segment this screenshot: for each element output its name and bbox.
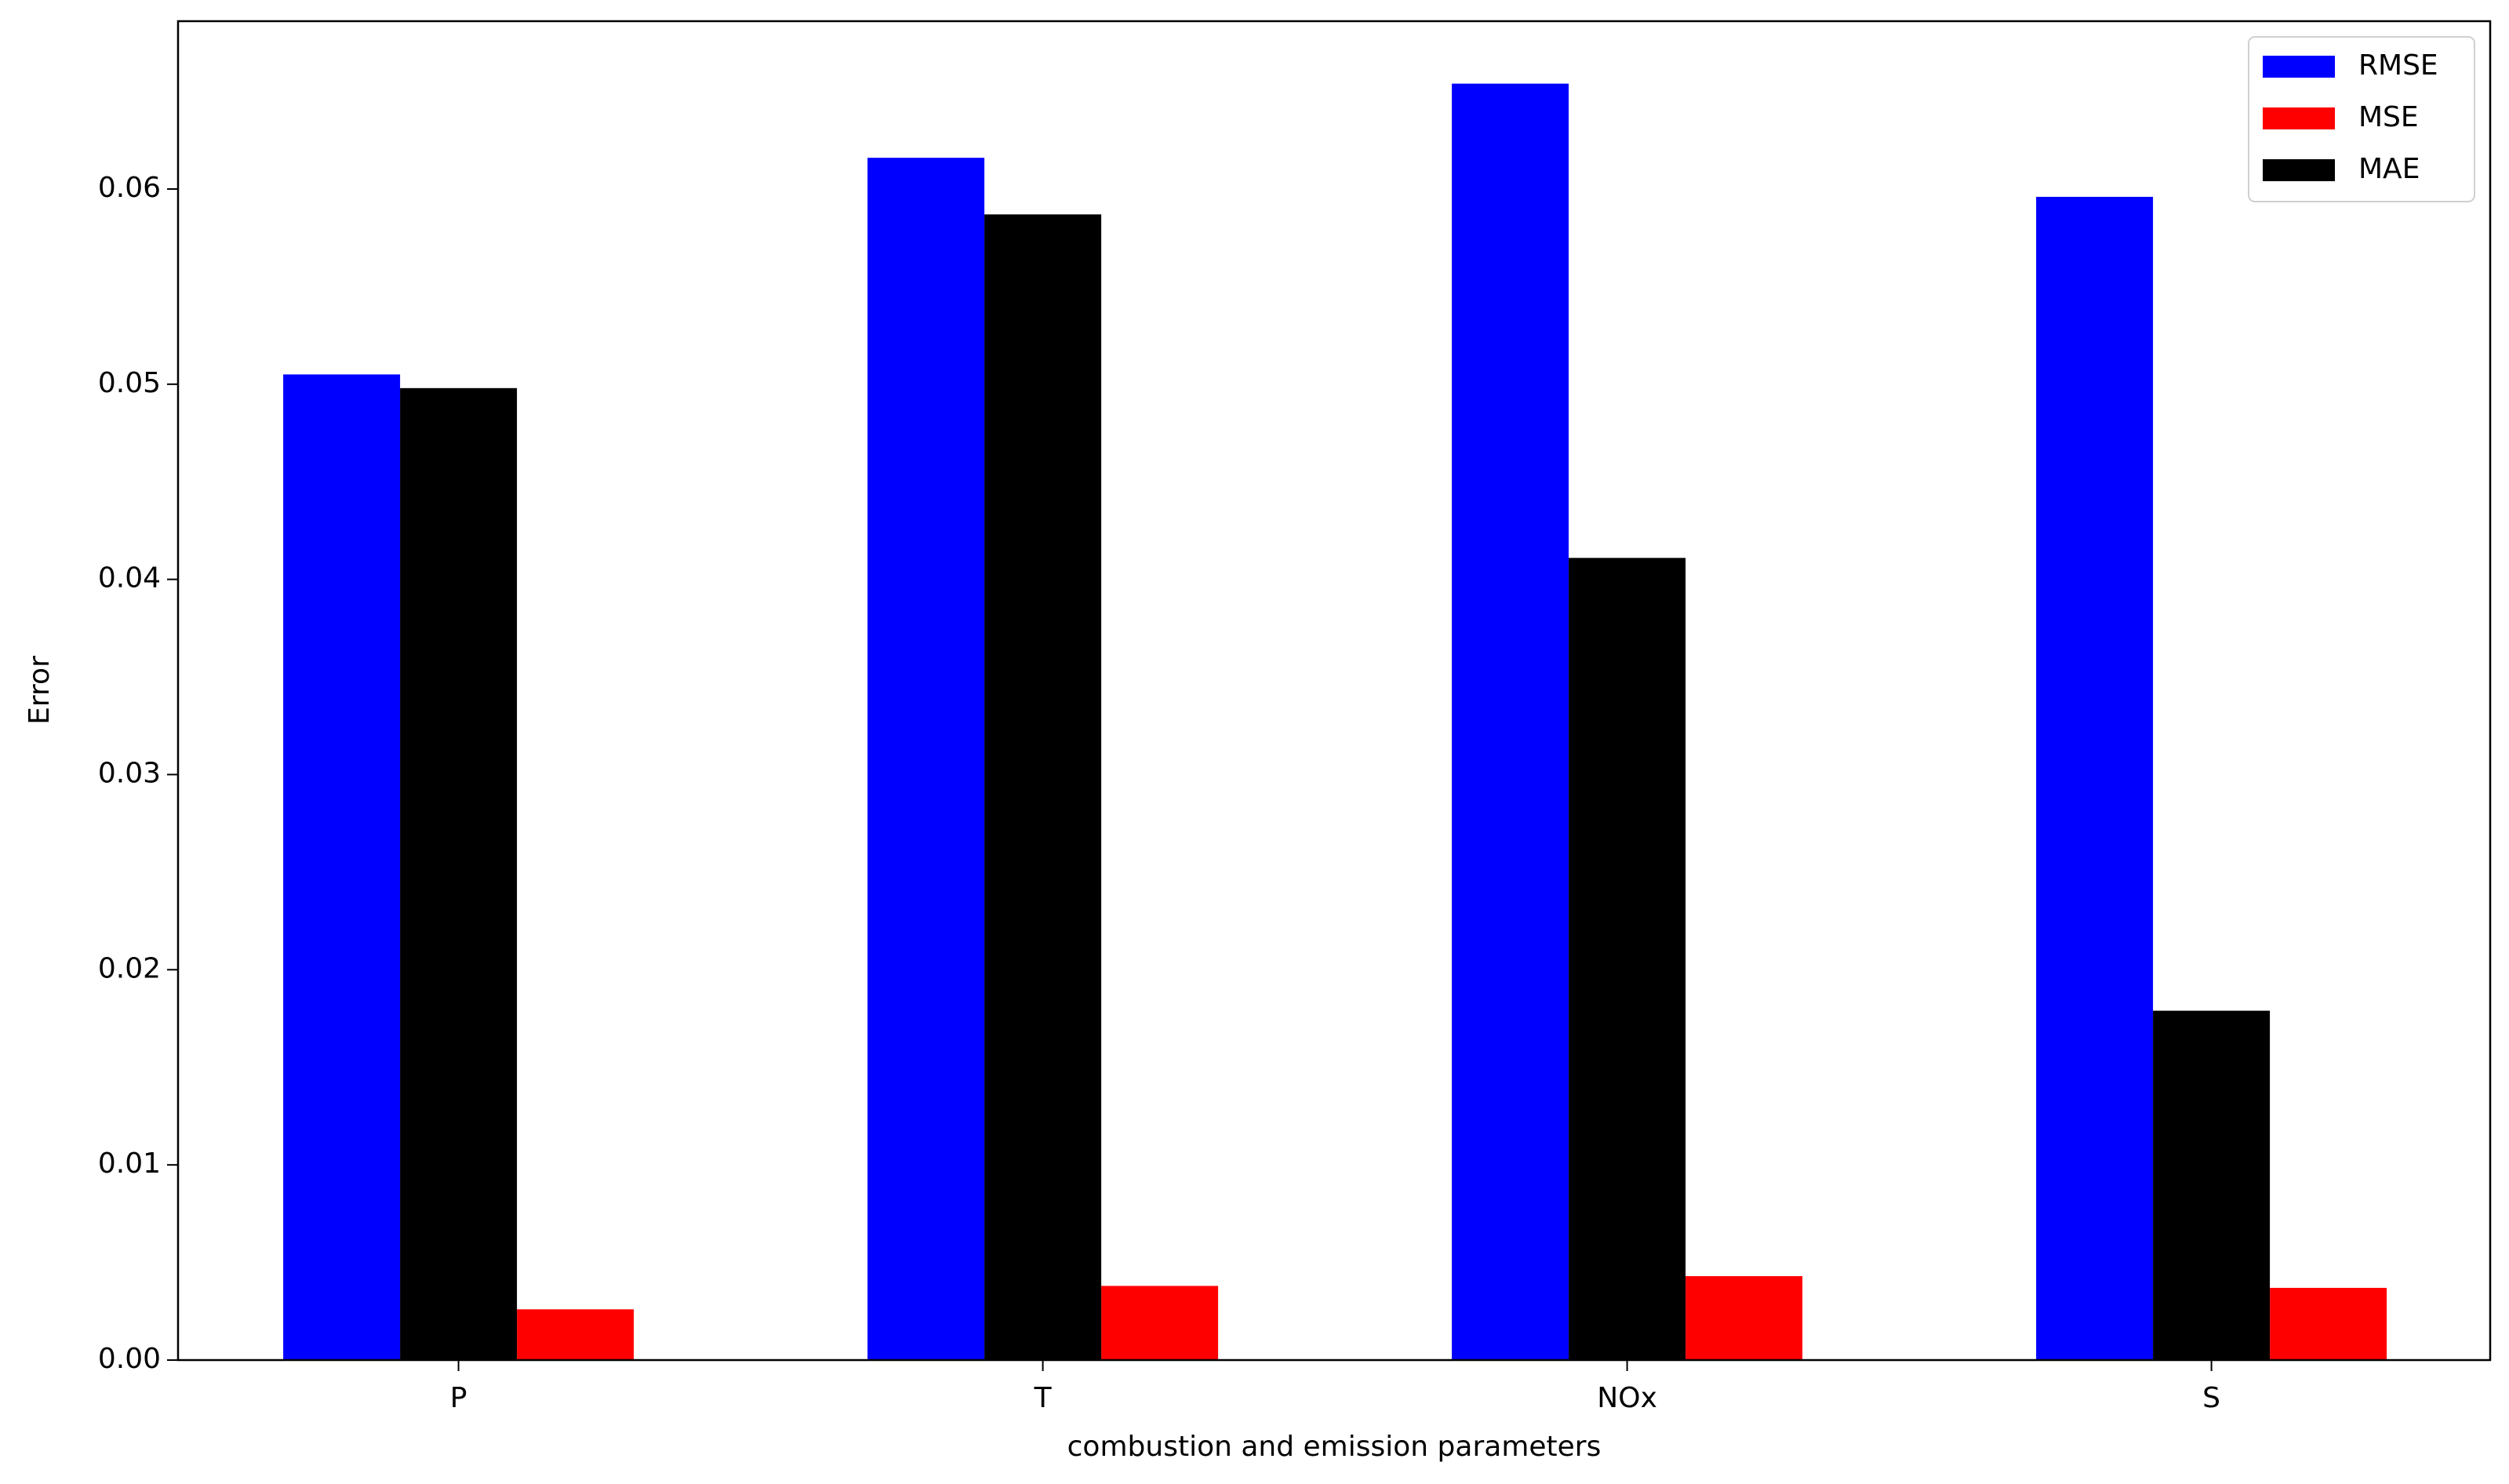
bar: [1685, 1276, 1803, 1360]
legend-swatch: [2263, 159, 2335, 181]
bar: [400, 387, 518, 1360]
y-tick-label: 0.02: [98, 952, 161, 984]
x-tick-label: NOx: [1597, 1382, 1657, 1414]
y-axis-label: Error: [24, 656, 56, 725]
legend-label: MSE: [2358, 101, 2419, 133]
x-tick-label: T: [1034, 1382, 1053, 1414]
bar: [283, 374, 401, 1361]
bar: [984, 214, 1102, 1361]
bar: [517, 1309, 635, 1360]
y-tick-label: 0.01: [98, 1148, 161, 1180]
y-tick-label: 0.00: [98, 1343, 161, 1375]
bar: [867, 158, 985, 1360]
legend-label: MAE: [2358, 153, 2420, 185]
bar: [1101, 1286, 1219, 1360]
x-tick-label: P: [450, 1382, 467, 1414]
bar: [2036, 196, 2154, 1360]
x-axis-label: combustion and emission parameters: [1067, 1431, 1602, 1463]
y-tick-label: 0.04: [98, 562, 161, 595]
y-tick-label: 0.03: [98, 757, 161, 789]
plot-frame: [176, 20, 2492, 1362]
bar: [1452, 83, 1569, 1360]
bar: [2270, 1287, 2387, 1360]
bar: [1569, 558, 1686, 1360]
bar: [2153, 1010, 2271, 1360]
y-tick-label: 0.05: [98, 367, 161, 399]
x-tick-label: S: [2202, 1382, 2220, 1414]
legend-swatch: [2263, 56, 2335, 78]
y-tick-label: 0.06: [98, 172, 161, 204]
legend-swatch: [2263, 107, 2335, 129]
legend-label: RMSE: [2358, 49, 2438, 82]
